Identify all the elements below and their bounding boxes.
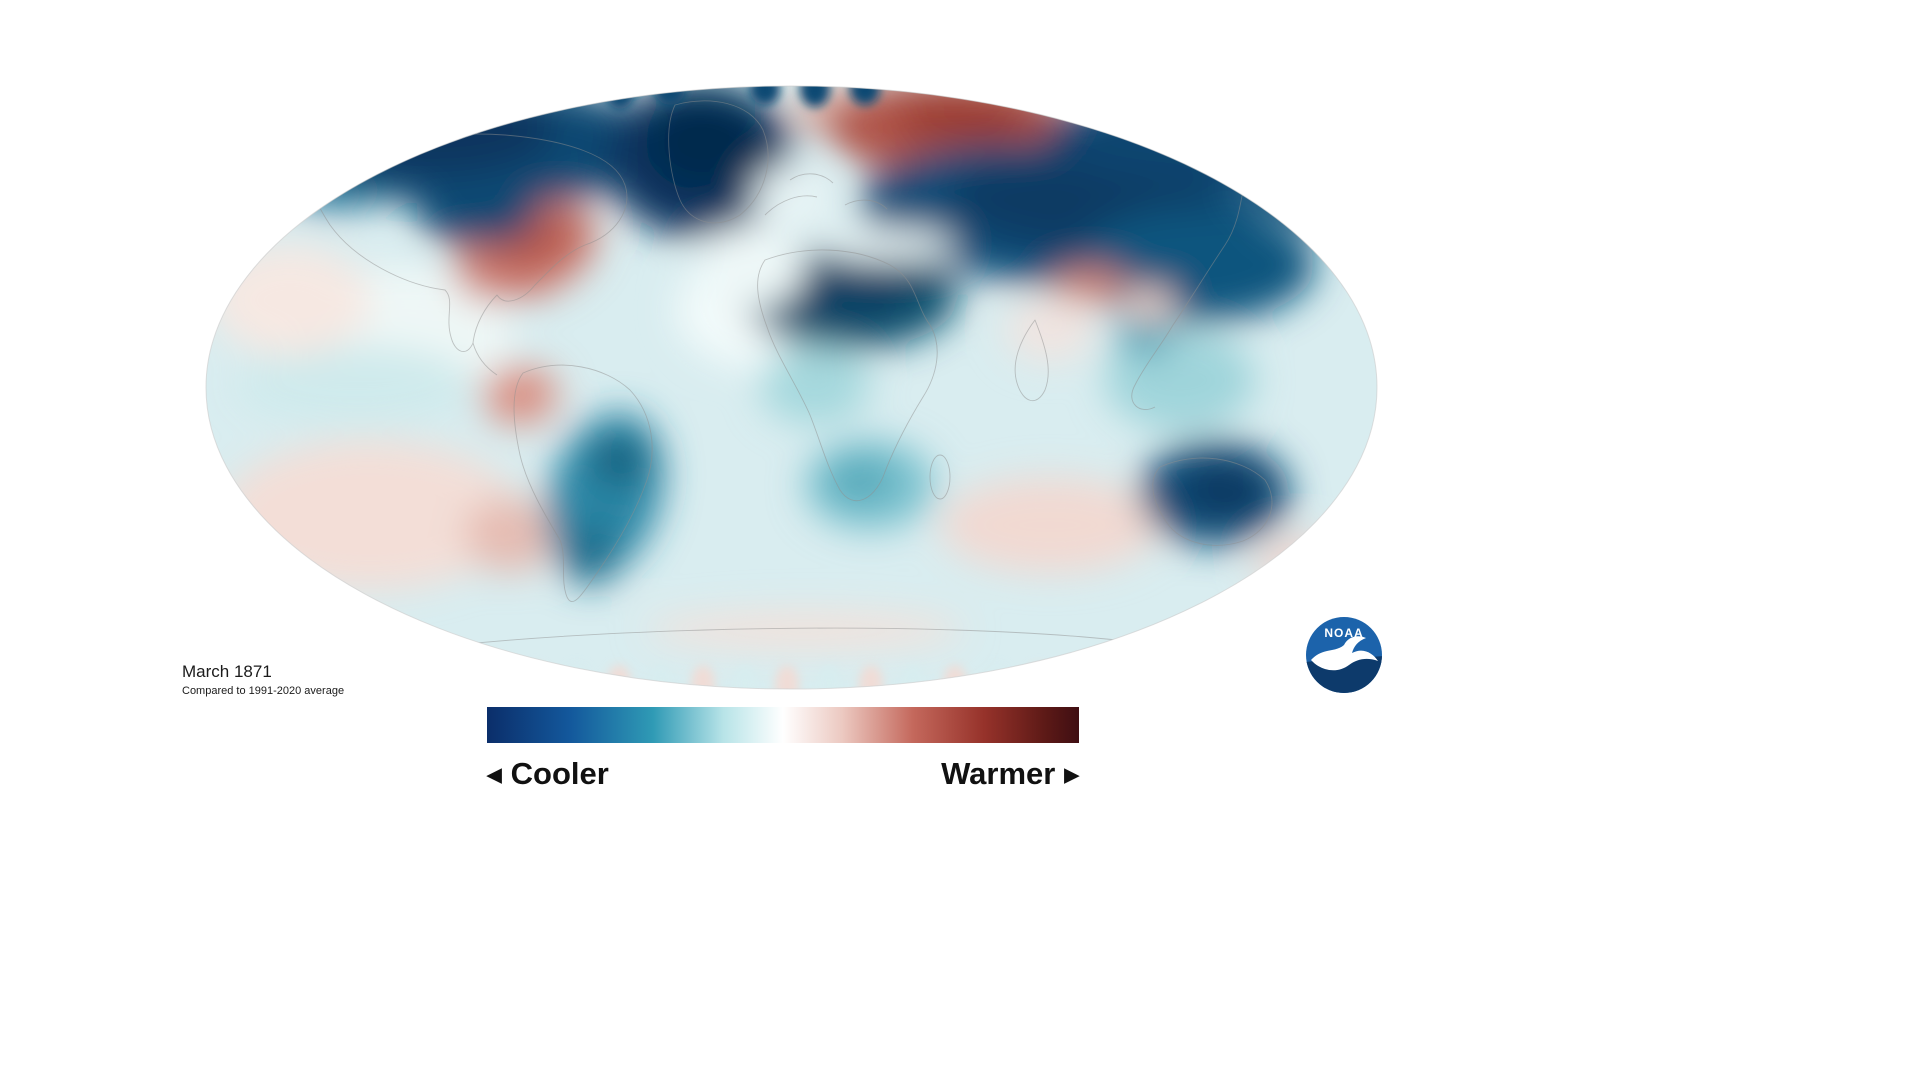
map-color-field [206, 86, 1377, 689]
noaa-logo: NOAA [1305, 616, 1383, 694]
projection-outline [205, 85, 1378, 690]
anomaly-map [205, 85, 1378, 690]
cooler-arrow-icon: ◀ [487, 764, 502, 786]
cooler-label: Cooler [510, 756, 609, 791]
map-canvas [205, 85, 1378, 690]
map-date-label: March 1871 [182, 662, 272, 681]
noaa-logo-graphic: NOAA [1306, 617, 1382, 693]
legend-labels: ◀ Cooler Warmer ▶ [487, 752, 1079, 796]
map-baseline-label: Compared to 1991-2020 average [182, 685, 345, 697]
noaa-gull-icon [1311, 636, 1378, 671]
legend-warmer: Warmer ▶ [941, 756, 1079, 792]
coastlines [312, 100, 1273, 646]
noaa-logo-text: NOAA [1324, 626, 1363, 640]
warmer-label: Warmer [941, 756, 1056, 791]
date-block: March 1871 Compared to 1991-2020 average [182, 662, 344, 698]
warmer-arrow-icon: ▶ [1064, 764, 1079, 786]
legend-cooler: ◀ Cooler [487, 756, 609, 792]
colorbar [487, 707, 1079, 743]
